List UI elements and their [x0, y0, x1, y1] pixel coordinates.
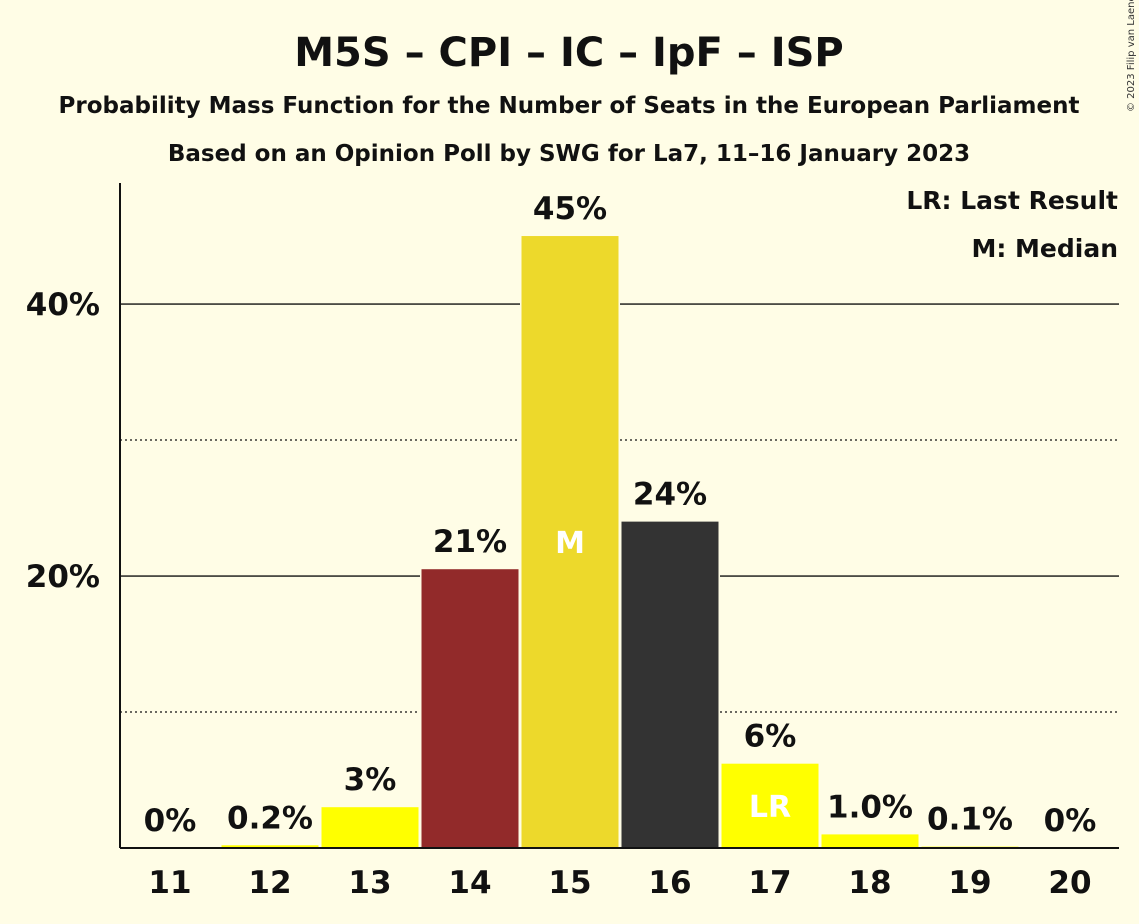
data-label-14: 21% [433, 524, 507, 560]
x-tick-20: 20 [1048, 865, 1091, 901]
bar-12 [221, 845, 319, 848]
chart-title: M5S – CPI – IC – IpF – ISP [294, 30, 844, 76]
bar-17 [721, 763, 819, 848]
x-tick-12: 12 [248, 865, 291, 901]
y-axis-ticks: 20% 40% [26, 287, 100, 595]
bar-13 [321, 807, 419, 848]
x-tick-15: 15 [548, 865, 591, 901]
data-label-13: 3% [344, 762, 397, 798]
x-tick-16: 16 [648, 865, 691, 901]
data-label-17: 6% [744, 719, 797, 755]
bars [220, 234, 1020, 848]
y-tick-label: 40% [26, 287, 100, 323]
legend-last-result: LR: Last Result [906, 186, 1118, 215]
x-tick-13: 13 [348, 865, 391, 901]
x-tick-11: 11 [148, 865, 191, 901]
data-label-11: 0% [144, 803, 197, 839]
x-tick-19: 19 [948, 865, 991, 901]
data-label-19: 0.1% [927, 802, 1013, 838]
chart-subtitle: Probability Mass Function for the Number… [59, 93, 1080, 119]
marker-lr: LR [749, 790, 791, 825]
data-labels: 0% 0.2% 3% 21% 45% 24% 6% 1.0% 0.1% 0% M LR [144, 191, 1097, 839]
x-tick-18: 18 [848, 865, 891, 901]
x-tick-14: 14 [448, 865, 491, 901]
data-label-12: 0.2% [227, 800, 313, 836]
bar-halo [920, 845, 1020, 848]
x-tick-17: 17 [748, 865, 791, 901]
bar-16 [621, 521, 719, 848]
bar-14 [421, 569, 519, 848]
data-label-18: 1.0% [827, 789, 913, 825]
legend-median: M: Median [971, 234, 1118, 263]
copyright-notice: © 2023 Filip van Laenen [1126, 0, 1137, 112]
data-label-16: 24% [633, 477, 707, 513]
bar-18 [821, 834, 919, 848]
data-label-20: 0% [1044, 803, 1097, 839]
marker-m: M [555, 526, 585, 561]
bar-15 [521, 236, 619, 848]
data-label-15: 45% [533, 191, 607, 227]
chart-subtitle-2: Based on an Opinion Poll by SWG for La7,… [168, 141, 970, 167]
y-tick-label: 20% [26, 559, 100, 595]
x-axis-ticks: 11 12 13 14 15 16 17 18 19 20 [148, 865, 1091, 901]
